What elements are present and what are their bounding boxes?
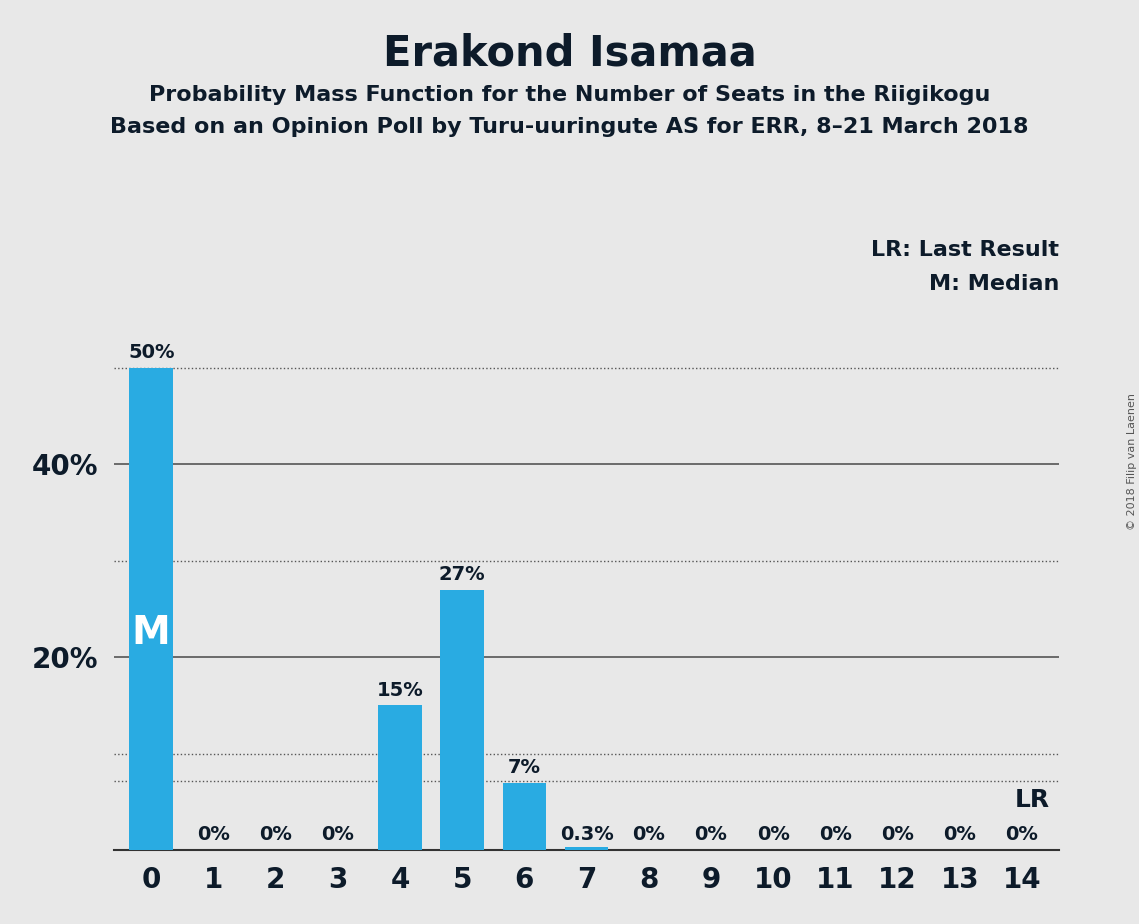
Bar [378, 705, 421, 850]
Text: 0%: 0% [321, 825, 354, 845]
Text: LR: LR [1015, 788, 1050, 812]
Text: Probability Mass Function for the Number of Seats in the Riigikogu: Probability Mass Function for the Number… [149, 85, 990, 105]
Text: 50%: 50% [128, 343, 174, 362]
Text: Erakond Isamaa: Erakond Isamaa [383, 32, 756, 74]
Text: 0%: 0% [943, 825, 976, 845]
Text: 0%: 0% [197, 825, 230, 845]
Bar [130, 368, 173, 850]
Text: 0%: 0% [756, 825, 789, 845]
Text: 0%: 0% [1006, 825, 1039, 845]
Text: 0%: 0% [260, 825, 292, 845]
Bar [441, 590, 484, 850]
Text: M: Median: M: Median [929, 274, 1059, 294]
Text: 0.3%: 0.3% [559, 825, 614, 845]
Text: 0%: 0% [695, 825, 728, 845]
Text: M: M [132, 614, 171, 652]
Text: LR: Last Result: LR: Last Result [871, 240, 1059, 261]
Text: 7%: 7% [508, 758, 541, 777]
Text: 15%: 15% [377, 681, 424, 699]
Text: 0%: 0% [882, 825, 913, 845]
Bar [565, 847, 608, 850]
Text: 0%: 0% [819, 825, 852, 845]
Text: Based on an Opinion Poll by Turu-uuringute AS for ERR, 8–21 March 2018: Based on an Opinion Poll by Turu-uuringu… [110, 117, 1029, 138]
Text: 0%: 0% [632, 825, 665, 845]
Text: © 2018 Filip van Laenen: © 2018 Filip van Laenen [1126, 394, 1137, 530]
Bar [502, 783, 547, 850]
Text: 27%: 27% [439, 565, 485, 584]
